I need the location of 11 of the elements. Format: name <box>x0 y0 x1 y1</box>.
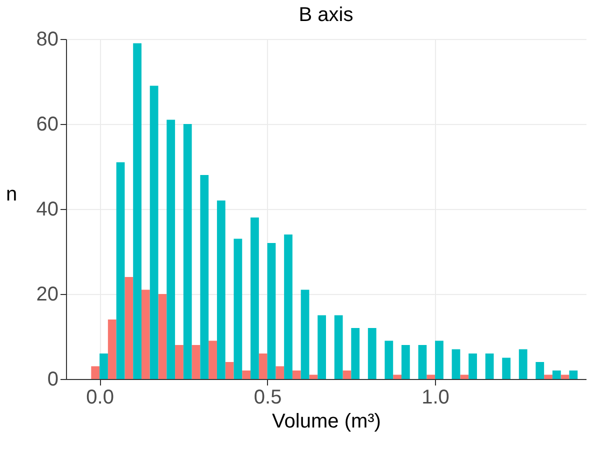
y-tick-label: 80 <box>36 28 58 50</box>
x-tick-label: 0.0 <box>86 386 114 408</box>
x-axis-title: Volume (m³) <box>272 410 381 432</box>
y-tick-label: 60 <box>36 114 58 136</box>
y-tick-label: 40 <box>36 198 58 220</box>
y-axis-title: n <box>6 184 18 206</box>
chart-title: B axis <box>298 4 354 26</box>
x-tick-label: 0.5 <box>254 386 282 408</box>
y-tick-label: 20 <box>36 284 58 306</box>
x-tick-label: 1.0 <box>422 386 450 408</box>
y-tick-label: 0 <box>47 368 58 390</box>
